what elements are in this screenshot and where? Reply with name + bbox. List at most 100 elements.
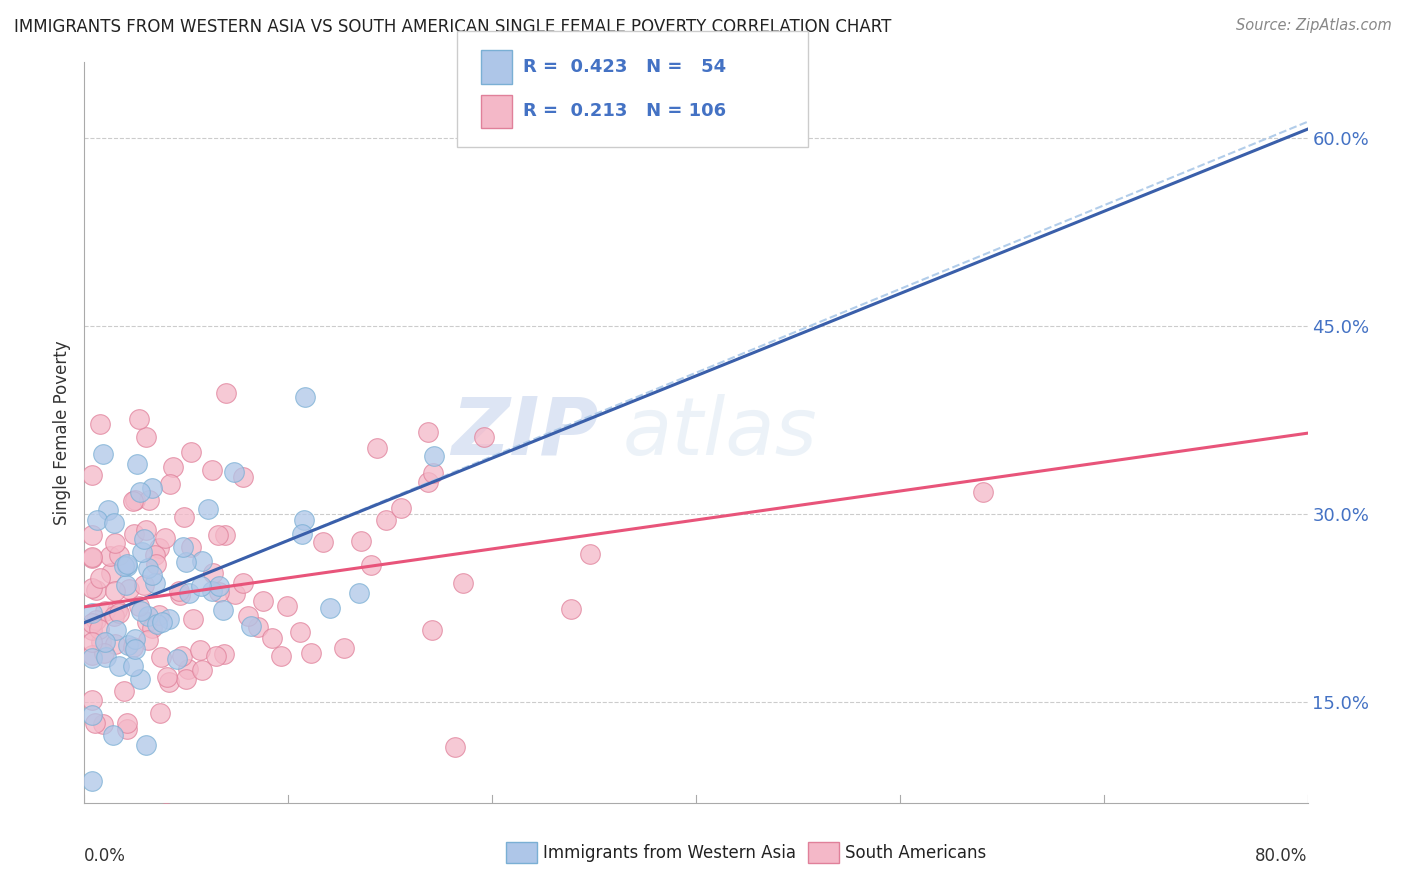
Point: [105, 602, 128, 616]
Point: [115, 578, 138, 592]
Point: [177, 663, 200, 677]
Text: Immigrants from Western Asia: Immigrants from Western Asia: [543, 844, 796, 862]
Point: [117, 716, 139, 731]
Point: [292, 513, 315, 527]
Point: [124, 492, 146, 507]
Point: [212, 647, 235, 661]
Point: [115, 558, 138, 572]
Point: [180, 540, 202, 554]
Point: [146, 616, 169, 631]
Point: [91, 447, 114, 461]
Point: [124, 642, 146, 657]
Point: [103, 608, 125, 623]
Point: [418, 475, 440, 489]
Point: [122, 862, 145, 876]
Point: [104, 637, 127, 651]
Point: [89, 417, 111, 431]
Point: [149, 706, 172, 720]
Point: [136, 632, 159, 647]
Point: [149, 649, 172, 664]
Text: Source: ZipAtlas.com: Source: ZipAtlas.com: [1236, 18, 1392, 33]
Point: [183, 612, 205, 626]
Point: [422, 466, 444, 480]
Point: [136, 560, 159, 574]
Point: [416, 425, 439, 439]
Point: [451, 576, 474, 591]
Point: [122, 493, 145, 508]
Point: [190, 579, 212, 593]
Point: [132, 578, 155, 592]
Point: [360, 558, 382, 572]
Point: [135, 430, 157, 444]
Point: [214, 527, 236, 541]
Point: [224, 587, 246, 601]
Point: [155, 806, 177, 821]
Point: [290, 625, 312, 640]
Point: [128, 673, 150, 687]
Point: [80, 468, 103, 483]
Point: [197, 502, 219, 516]
Point: [94, 635, 117, 649]
Point: [138, 493, 160, 508]
Point: [174, 555, 197, 569]
Point: [84, 613, 107, 627]
Point: [172, 540, 194, 554]
Point: [129, 604, 152, 618]
Point: [366, 441, 388, 455]
Point: [232, 575, 254, 590]
Point: [82, 648, 104, 663]
Point: [232, 470, 254, 484]
Point: [207, 528, 229, 542]
Point: [93, 646, 115, 660]
Point: [202, 566, 225, 581]
Text: IMMIGRANTS FROM WESTERN ASIA VS SOUTH AMERICAN SINGLE FEMALE POVERTY CORRELATION: IMMIGRANTS FROM WESTERN ASIA VS SOUTH AM…: [14, 18, 891, 36]
Point: [89, 571, 111, 585]
Point: [350, 533, 373, 548]
Point: [208, 579, 231, 593]
Text: 80.0%: 80.0%: [1256, 847, 1308, 865]
Point: [472, 430, 495, 444]
Point: [107, 606, 129, 620]
Point: [188, 643, 211, 657]
Point: [128, 485, 150, 500]
Point: [159, 477, 181, 491]
Point: [157, 675, 180, 690]
Point: [104, 584, 127, 599]
Point: [389, 500, 412, 515]
Point: [148, 541, 170, 556]
Point: [299, 647, 322, 661]
Point: [112, 559, 135, 574]
Point: [80, 581, 103, 595]
Point: [172, 648, 194, 663]
Point: [87, 622, 110, 636]
Point: [80, 528, 103, 542]
Text: ZIP: ZIP: [451, 393, 598, 472]
Point: [96, 649, 118, 664]
Point: [270, 649, 292, 664]
Point: [107, 548, 129, 562]
Point: [80, 635, 103, 649]
Point: [236, 608, 259, 623]
Point: [80, 693, 103, 707]
Point: [252, 594, 274, 608]
Point: [94, 604, 117, 618]
Point: [80, 606, 103, 620]
Point: [143, 576, 166, 591]
Point: [80, 549, 103, 564]
Point: [145, 557, 167, 571]
Point: [560, 601, 582, 615]
Point: [333, 641, 356, 656]
Point: [104, 535, 127, 549]
Point: [148, 608, 170, 623]
Point: [972, 485, 994, 500]
Point: [240, 619, 263, 633]
Y-axis label: Single Female Poverty: Single Female Poverty: [53, 341, 72, 524]
Point: [247, 620, 270, 634]
Point: [101, 728, 124, 742]
Point: [135, 615, 157, 629]
Point: [174, 673, 197, 687]
Point: [207, 585, 229, 599]
Point: [128, 411, 150, 425]
Text: 0.0%: 0.0%: [84, 847, 127, 865]
Point: [150, 615, 173, 630]
